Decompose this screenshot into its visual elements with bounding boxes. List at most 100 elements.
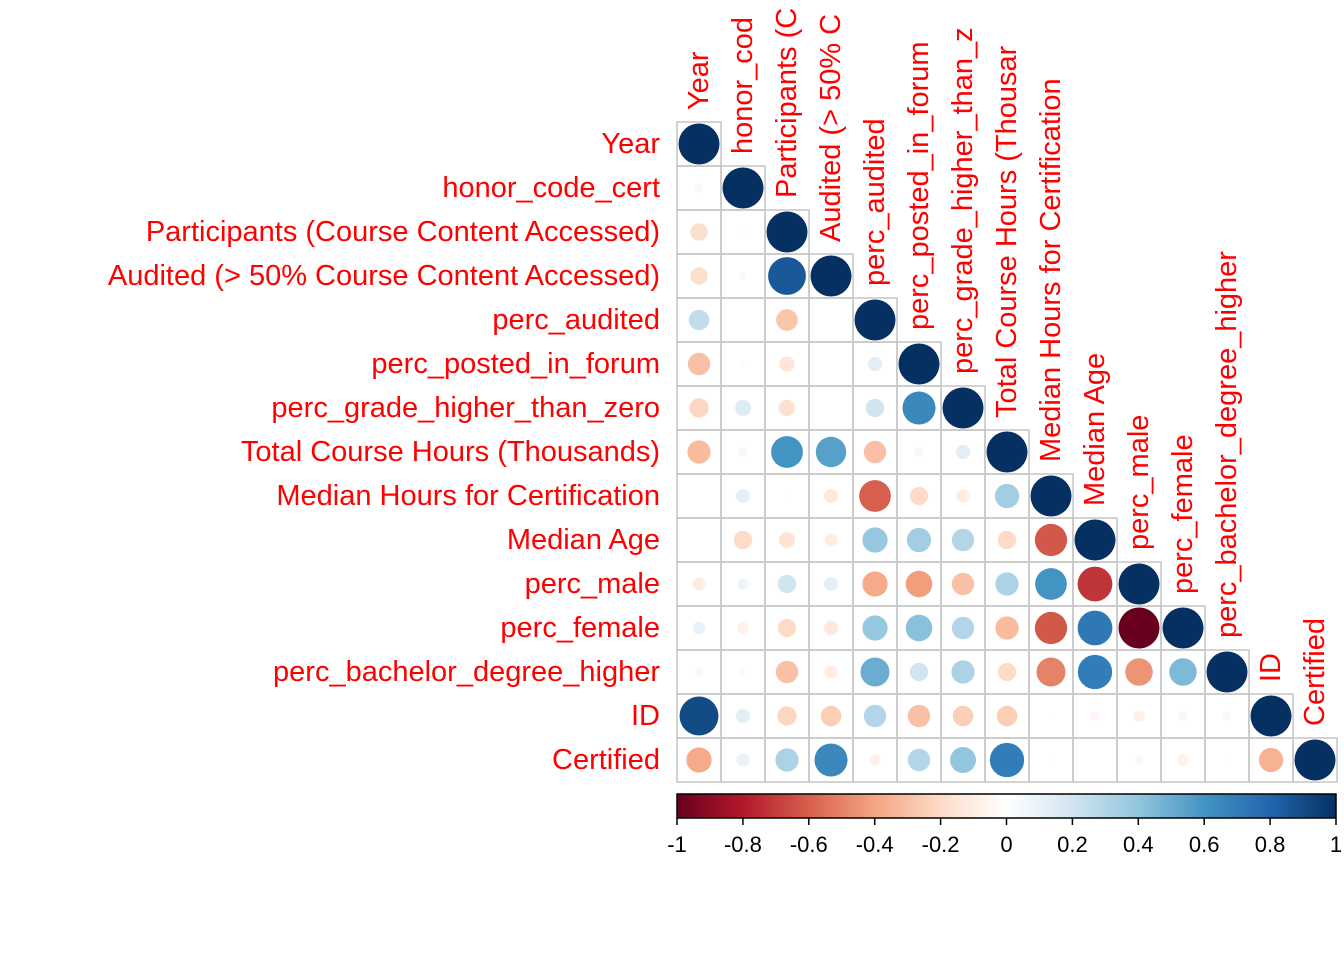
correlation-circle <box>775 748 799 772</box>
correlation-circle <box>859 480 891 512</box>
column-label: Median Age <box>1079 353 1111 506</box>
matrix-cell <box>808 341 854 387</box>
column-label: Year <box>683 51 715 110</box>
row-label: Audited (> 50% Course Content Accessed) <box>108 260 660 292</box>
correlation-circle <box>815 436 847 468</box>
correlation-circle <box>986 431 1028 473</box>
correlation-circle <box>1125 658 1153 686</box>
colorbar-tick-label: 0.4 <box>1123 832 1154 857</box>
correlation-circle <box>1177 754 1189 766</box>
correlation-circle <box>860 657 890 687</box>
correlation-circle <box>1169 658 1197 686</box>
correlation-circle <box>951 528 975 552</box>
correlation-circle <box>995 616 1019 640</box>
matrix-cell <box>808 385 854 431</box>
correlation-circle <box>1048 713 1054 719</box>
correlation-circle <box>1178 711 1188 721</box>
correlation-circle <box>905 570 933 598</box>
colorbar-tick-label: -0.8 <box>724 832 762 857</box>
correlation-circle <box>1206 651 1248 693</box>
correlation-circle <box>689 398 709 418</box>
column-label: perc_audited <box>859 118 891 286</box>
column-label: perc_posted_in_forum <box>903 41 935 330</box>
correlation-circle <box>905 614 933 642</box>
correlation-circle <box>1077 566 1113 602</box>
correlation-circle <box>740 361 746 367</box>
correlation-circle <box>909 486 929 506</box>
correlation-circle <box>692 577 706 591</box>
correlation-circle <box>733 530 753 550</box>
correlation-circle <box>687 440 711 464</box>
column-label: Median Hours for Certification <box>1035 78 1067 462</box>
correlation-circle <box>692 621 706 635</box>
column-label: perc_female <box>1167 434 1199 594</box>
correlation-circle <box>740 229 746 235</box>
column-label: perc_bachelor_degree_higher <box>1211 251 1243 638</box>
correlation-circle <box>737 578 749 590</box>
correlation-circle <box>735 488 751 504</box>
correlation-circle <box>863 704 887 728</box>
correlation-circle <box>687 352 711 376</box>
correlation-circle <box>867 356 883 372</box>
correlation-circle <box>814 743 848 777</box>
correlation-circle <box>914 447 924 457</box>
correlation-circle <box>1077 610 1113 646</box>
correlation-circle <box>722 167 764 209</box>
column-label: Certified <box>1299 618 1331 726</box>
row-label: Participants (Course Content Accessed) <box>146 216 660 248</box>
matrix-cell <box>808 297 854 343</box>
colorbar: -1 -0.8 -0.6 -0.4 -0.2 0 0.2 0.4 0.6 0.8 1 <box>667 793 1342 857</box>
correlation-circle <box>735 400 751 416</box>
correlation-circle <box>997 530 1017 550</box>
correlation-circle <box>820 705 842 727</box>
row-labels: Year honor_code_cert Participants (Course … <box>108 128 660 776</box>
column-label: perc_grade_higher_than_z <box>947 27 979 374</box>
correlation-circle <box>869 754 881 766</box>
correlation-circle <box>854 299 896 341</box>
correlation-circle <box>862 615 888 641</box>
colorbar-tick-label: -1 <box>667 832 687 857</box>
matrix-cell <box>676 473 722 519</box>
correlation-circle <box>1090 711 1100 721</box>
correlation-circle <box>777 706 797 726</box>
row-label: perc_male <box>525 568 660 600</box>
correlation-circle <box>1118 607 1160 649</box>
correlation-circle <box>1134 755 1144 765</box>
colorbar-tick-label: -0.2 <box>922 832 960 857</box>
correlation-circle <box>1048 757 1054 763</box>
correlation-circle <box>909 662 929 682</box>
correlation-circle <box>1258 747 1284 773</box>
correlation-circle <box>1077 654 1113 690</box>
correlation-circle <box>862 571 888 597</box>
correlation-circle <box>823 620 839 636</box>
row-label: Certified <box>552 744 660 776</box>
correlation-circle <box>737 622 749 634</box>
column-label: perc_male <box>1123 415 1155 550</box>
correlation-circle <box>766 211 808 253</box>
correlation-circle <box>951 616 975 640</box>
correlation-circle <box>902 391 936 425</box>
row-label: perc_grade_higher_than_zero <box>271 392 660 424</box>
correlation-circle <box>997 662 1017 682</box>
column-label: Participants (C <box>771 8 803 198</box>
matrix-cell <box>676 517 722 563</box>
colorbar-gradient <box>676 793 1337 819</box>
row-label: ID <box>631 700 660 732</box>
colorbar-tick-label: 1 <box>1330 832 1342 857</box>
correlation-circle <box>823 576 839 592</box>
matrix-grid <box>676 121 1338 783</box>
row-label: Total Course Hours (Thousands) <box>241 436 660 468</box>
correlation-circle <box>1034 611 1068 645</box>
correlation-circle <box>694 667 704 677</box>
correlation-circle <box>679 696 719 736</box>
correlation-circle <box>1035 568 1067 600</box>
correlation-circle <box>690 267 708 285</box>
correlation-circle <box>996 705 1018 727</box>
correlation-circle <box>863 440 887 464</box>
correlation-circle <box>1294 739 1336 781</box>
correlation-circle <box>777 574 797 594</box>
correlation-circle <box>686 747 712 773</box>
correlation-circle <box>907 704 931 728</box>
correlation-circle <box>955 444 971 460</box>
correlation-circle <box>1074 519 1116 561</box>
